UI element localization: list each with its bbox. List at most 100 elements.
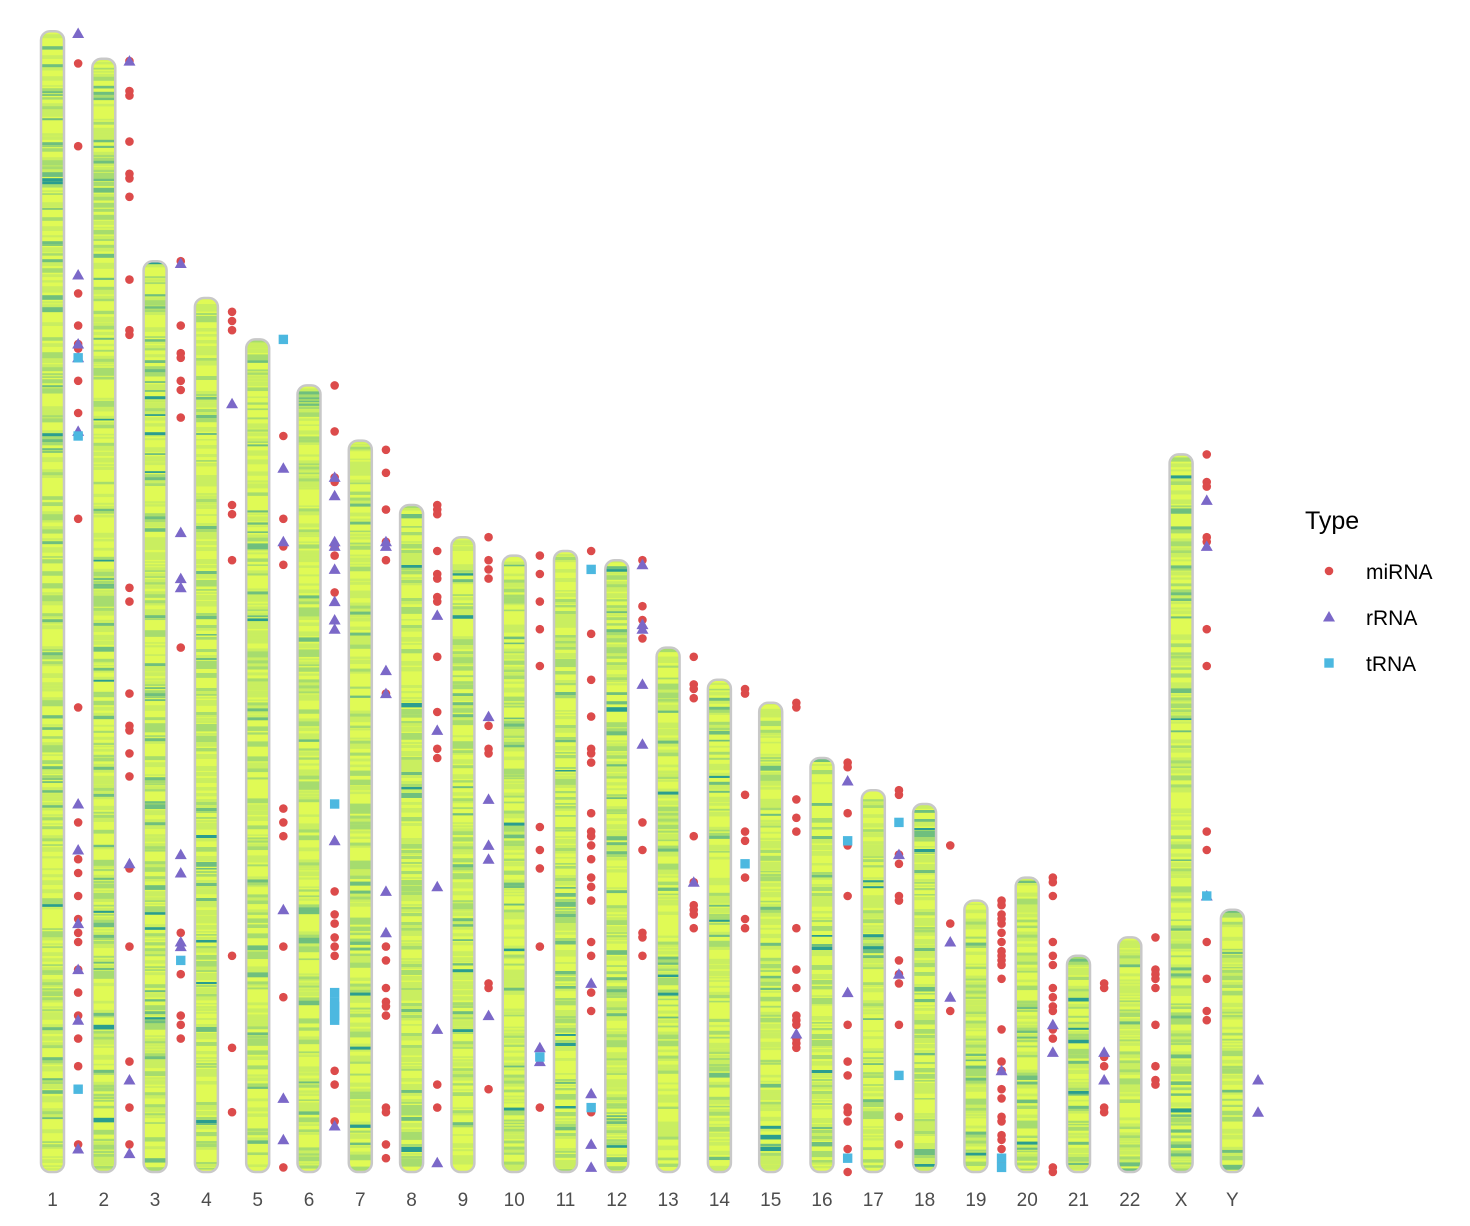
density-band xyxy=(1118,1159,1142,1165)
density-band xyxy=(92,793,116,799)
density-band xyxy=(502,825,526,831)
density-band xyxy=(656,815,680,821)
density-band xyxy=(41,358,64,364)
density-band xyxy=(143,1056,167,1061)
mirna-point xyxy=(1202,624,1212,634)
mirna-point xyxy=(1202,827,1212,836)
density-band xyxy=(41,526,64,530)
density-band xyxy=(41,835,64,838)
density-band xyxy=(502,990,526,995)
density-band xyxy=(1220,1059,1244,1064)
density-band xyxy=(400,886,424,891)
density-band xyxy=(143,330,167,332)
mirna-point xyxy=(330,551,339,560)
density-band xyxy=(297,1039,321,1045)
density-band xyxy=(913,1008,937,1011)
density-band xyxy=(246,543,270,548)
density-band xyxy=(913,942,937,945)
x-tick-label: 8 xyxy=(406,1190,417,1211)
rrna-point xyxy=(1098,1046,1111,1057)
density-band xyxy=(451,891,475,896)
density-band xyxy=(246,945,270,951)
density-band xyxy=(41,538,64,541)
density-band xyxy=(707,1105,731,1108)
density-band xyxy=(143,1116,167,1119)
density-band xyxy=(194,799,218,804)
rrna-point xyxy=(636,623,649,634)
density-band xyxy=(41,964,64,967)
density-band xyxy=(194,628,218,631)
density-band xyxy=(348,845,372,848)
density-band xyxy=(451,909,475,912)
density-band xyxy=(554,779,577,783)
density-band xyxy=(297,958,321,961)
density-band xyxy=(502,660,526,665)
density-band xyxy=(554,857,577,859)
chromosome-outline xyxy=(963,899,989,1174)
density-band xyxy=(964,1110,988,1114)
density-band xyxy=(246,924,270,929)
density-band xyxy=(451,1143,475,1148)
mirna-point xyxy=(484,1084,493,1094)
density-band xyxy=(554,620,577,625)
x-tick-label: 5 xyxy=(252,1190,263,1211)
density-band xyxy=(194,658,218,661)
density-band xyxy=(1118,1132,1142,1137)
mirna-point xyxy=(997,1144,1006,1154)
density-band xyxy=(143,948,167,952)
density-band xyxy=(964,951,988,955)
mirna-point xyxy=(740,790,750,800)
density-band xyxy=(41,388,64,393)
rrna-point xyxy=(636,738,649,749)
density-band xyxy=(143,678,167,681)
density-band xyxy=(707,688,731,691)
density-band xyxy=(554,938,577,943)
density-band xyxy=(656,1136,680,1140)
density-band xyxy=(297,685,321,689)
density-band xyxy=(605,1094,629,1099)
density-band xyxy=(400,934,424,936)
density-band xyxy=(502,969,526,974)
mirna-point xyxy=(227,555,237,565)
density-band xyxy=(194,316,218,320)
rrna-point xyxy=(174,581,187,593)
density-band xyxy=(41,1114,64,1118)
chromosome-21 xyxy=(1065,954,1092,1174)
density-band xyxy=(1067,994,1090,999)
density-band xyxy=(41,928,64,930)
mirna-point xyxy=(997,1057,1006,1066)
density-band xyxy=(913,999,937,1003)
density-band xyxy=(297,1099,321,1102)
chromosome-outline xyxy=(1219,908,1246,1174)
density-band xyxy=(246,1014,270,1018)
density-band xyxy=(41,262,64,267)
mirna-point xyxy=(125,597,134,606)
density-band xyxy=(400,1051,424,1056)
density-band xyxy=(554,746,577,751)
density-band xyxy=(246,1164,270,1168)
density-band xyxy=(656,974,680,978)
density-band xyxy=(143,1059,167,1063)
density-band xyxy=(656,1031,680,1036)
density-band xyxy=(810,1151,834,1156)
density-band xyxy=(297,1117,321,1122)
mirna-point xyxy=(740,914,750,924)
mirna-point xyxy=(432,597,442,606)
density-band xyxy=(451,1041,475,1045)
trna-point xyxy=(740,859,750,869)
density-band xyxy=(656,881,680,886)
density-band xyxy=(297,550,321,555)
density-band xyxy=(41,982,64,987)
density-band xyxy=(502,888,526,891)
density-band xyxy=(246,609,270,612)
density-band xyxy=(1220,1032,1244,1036)
density-band xyxy=(605,599,629,602)
density-band xyxy=(246,672,270,676)
density-band xyxy=(810,947,834,951)
density-band xyxy=(41,790,64,793)
density-band xyxy=(1169,1039,1193,1043)
density-band xyxy=(707,979,731,982)
rrna-point xyxy=(328,614,341,625)
density-band xyxy=(759,861,783,867)
chromosome-outline xyxy=(1117,936,1143,1174)
